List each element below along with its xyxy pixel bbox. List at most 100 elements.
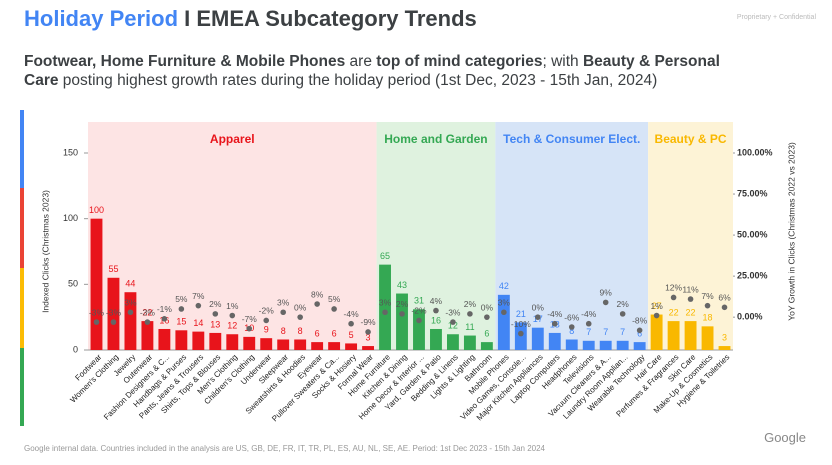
bar	[599, 340, 612, 350]
bar	[396, 293, 408, 350]
bar	[633, 342, 646, 350]
logo: Google	[764, 430, 806, 445]
value-label: 42	[499, 281, 509, 291]
bar	[616, 340, 629, 350]
value-label: 6	[484, 328, 489, 338]
growth-dot	[636, 327, 643, 334]
bar	[260, 338, 273, 350]
value-label: 7	[603, 327, 608, 337]
y2-tick-label: 100.00%	[737, 147, 773, 157]
bar	[124, 292, 137, 350]
value-label: 43	[397, 280, 407, 290]
value-label: 8	[569, 326, 574, 336]
growth-label: -2%	[259, 306, 275, 316]
strip	[20, 348, 24, 426]
value-label: 44	[125, 279, 135, 289]
growth-dot	[399, 311, 405, 317]
value-label: 5	[349, 330, 354, 340]
growth-label: 5%	[328, 294, 341, 304]
growth-dot	[551, 320, 558, 327]
growth-label: -9%	[361, 317, 377, 327]
bar	[650, 314, 663, 350]
bar	[413, 309, 425, 350]
growth-dot	[450, 319, 456, 325]
growth-label: -7%	[242, 314, 258, 324]
subtitle-part: Beauty & Personal	[582, 53, 720, 70]
subtitle-line: Footwear, Home Furniture & Mobile Phones…	[24, 52, 814, 71]
growth-dot	[704, 302, 711, 309]
value-label: 12	[448, 321, 458, 331]
bar	[158, 328, 171, 350]
strip	[20, 110, 24, 188]
bar	[226, 334, 239, 350]
confidential: Proprietary + Confidential	[736, 14, 816, 21]
value-label: 16	[431, 315, 441, 325]
growth-label: -8%	[632, 316, 648, 326]
growth-dot	[297, 314, 303, 320]
footnote: Google internal data. Countries included…	[24, 444, 546, 453]
growth-dot	[467, 311, 473, 317]
growth-dot	[501, 309, 507, 316]
growth-label: 2%	[464, 299, 477, 309]
group-label: Apparel	[210, 132, 255, 146]
growth-dot	[416, 317, 422, 324]
group-label: Beauty & PC	[655, 132, 727, 146]
growth-label: 0%	[481, 302, 494, 312]
growth-label: -4%	[581, 309, 597, 319]
growth-label: -6%	[564, 312, 580, 322]
title: Holiday Period I EMEA Subcategory Trends	[24, 6, 477, 32]
value-label: 31	[414, 296, 424, 306]
value-label: 65	[380, 251, 390, 261]
growth-label: -3%	[89, 307, 105, 317]
growth-label: -1%	[157, 304, 173, 314]
y-tick-label: 50	[68, 279, 78, 289]
bar	[701, 326, 714, 350]
value-label: 22	[686, 307, 696, 317]
growth-label: 7%	[701, 291, 714, 301]
growth-dot	[127, 309, 134, 316]
bar	[379, 264, 391, 350]
subtitle-part: ; with	[542, 53, 583, 70]
growth-label: 2%	[396, 299, 409, 309]
value-label: 11	[465, 322, 474, 332]
value-label: 14	[193, 318, 203, 328]
y2-axis-label: YoY Growth in Clicks (Christmas 2022 vs …	[786, 142, 796, 321]
growth-dot	[602, 299, 609, 306]
group-label: Tech & Consumer Elect.	[503, 132, 640, 146]
value-label: 12	[227, 321, 237, 331]
title-highlight: Holiday Period	[24, 6, 179, 31]
value-label: 27	[652, 301, 662, 311]
subtitle-part: Footwear, Home Furniture & Mobile Phones	[24, 53, 346, 70]
title-rest: I EMEA Subcategory Trends	[178, 6, 477, 31]
growth-dot	[484, 314, 490, 320]
growth-dot	[110, 319, 117, 325]
y2-tick-label: 75.00%	[737, 188, 768, 198]
growth-label: 8%	[311, 289, 324, 299]
growth-label: 1%	[226, 301, 239, 311]
growth-dot	[670, 294, 677, 301]
growth-label: -4%	[344, 309, 360, 319]
value-label: 22	[142, 307, 152, 317]
growth-label: 0%	[294, 302, 307, 312]
bar	[446, 334, 459, 350]
growth-label: 11%	[682, 284, 699, 294]
bar	[565, 339, 578, 350]
growth-dot	[212, 311, 219, 317]
subtitle-part: Care	[24, 72, 59, 89]
bar	[548, 332, 561, 350]
growth-dot	[653, 312, 660, 319]
bar	[243, 336, 256, 350]
y-tick-label: 150	[63, 147, 78, 157]
value-label: 8	[281, 326, 286, 336]
growth-label: 3%	[124, 297, 137, 307]
growth-dot	[348, 320, 354, 327]
y-tick-label: 0	[73, 344, 78, 354]
bar	[90, 218, 103, 350]
growth-dot	[365, 329, 371, 335]
growth-label: 2%	[617, 299, 630, 309]
growth-label: 7%	[192, 291, 205, 301]
bar	[667, 321, 680, 350]
bar	[294, 339, 307, 350]
